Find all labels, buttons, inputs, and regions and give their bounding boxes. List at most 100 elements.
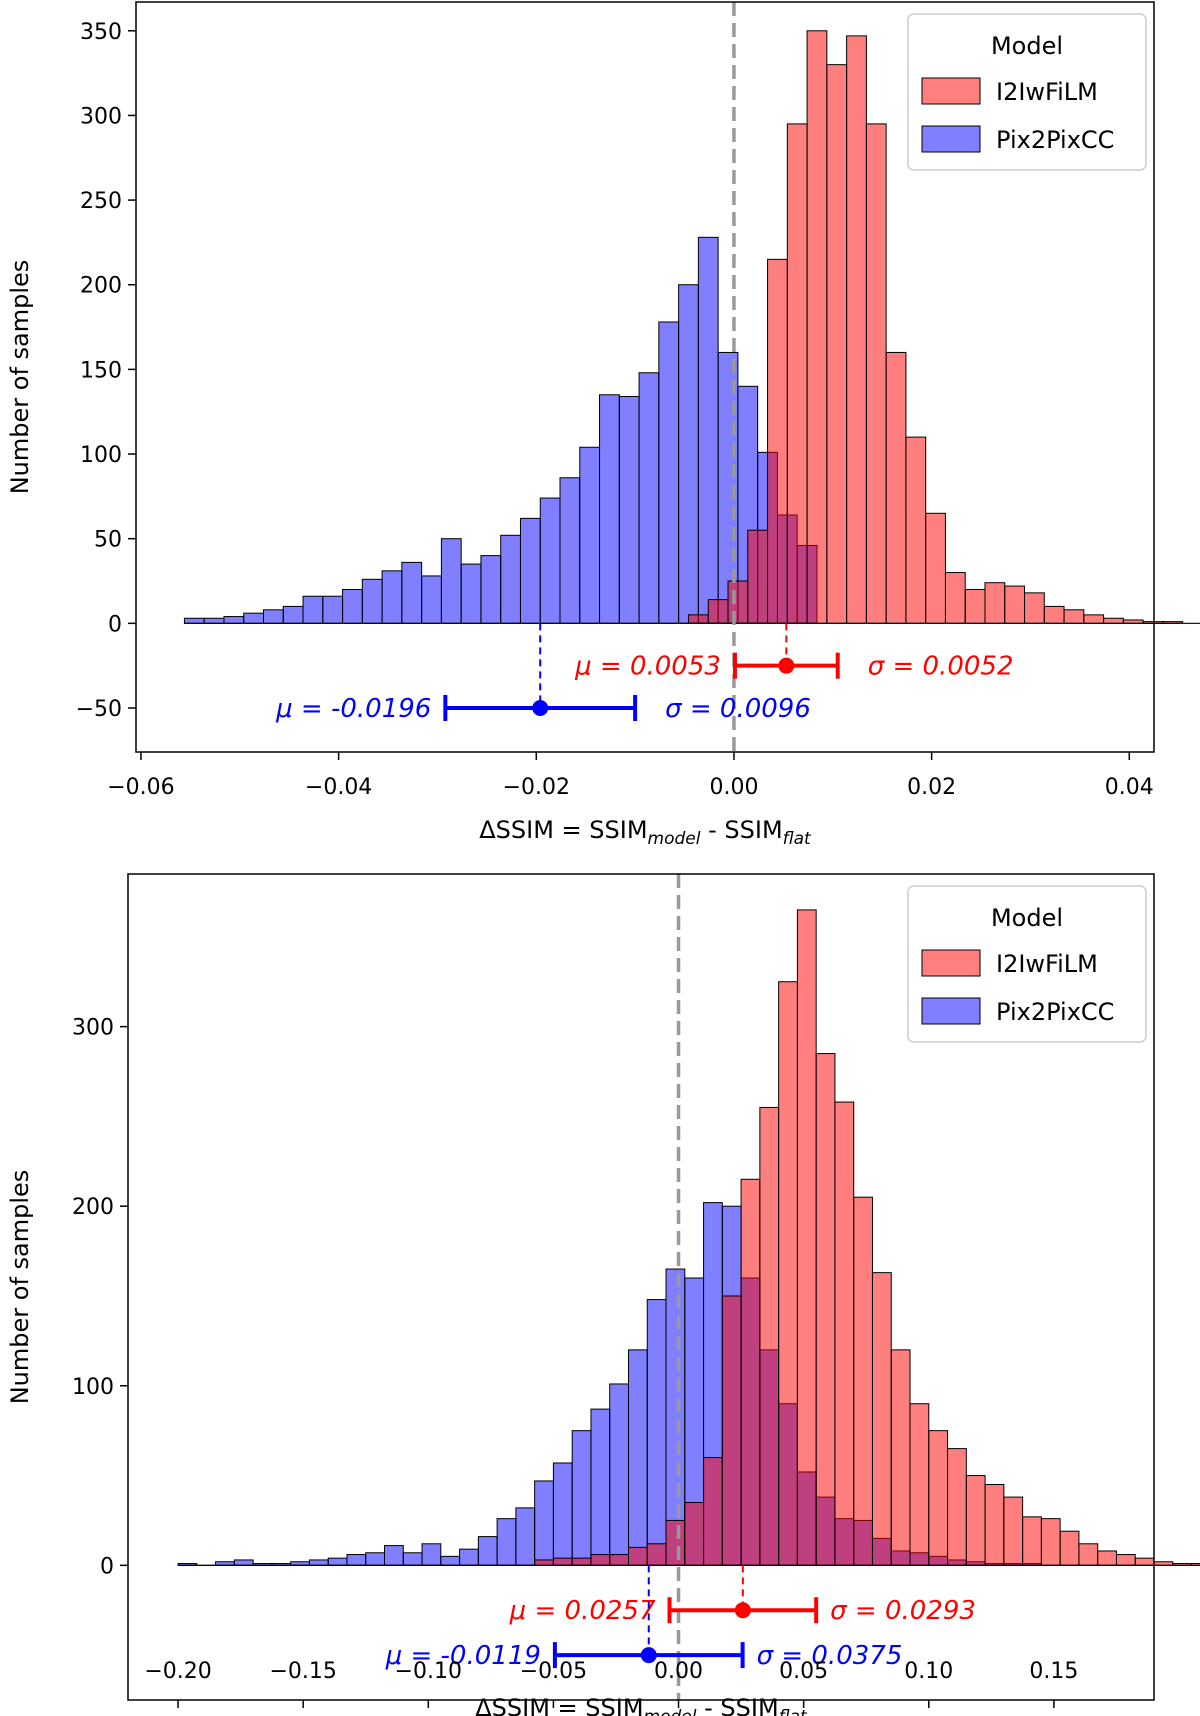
sigma-label: σ = 0.0096 — [665, 694, 811, 724]
histogram-bar — [519, 517, 541, 624]
histogram-bar — [618, 395, 640, 624]
histogram-bar — [571, 1557, 592, 1566]
histogram-bar — [322, 595, 344, 624]
histogram-bar — [721, 1295, 742, 1566]
histogram-bar — [1004, 585, 1026, 624]
histogram-bar — [579, 446, 601, 624]
histogram-bar — [233, 1559, 254, 1566]
y-tick-label: 0 — [108, 612, 122, 637]
histogram-bar — [826, 64, 848, 624]
histogram-bar — [559, 477, 581, 624]
legend: Model I2IwFiLM Pix2PixCC — [907, 885, 1147, 1043]
histogram-bar — [599, 394, 620, 624]
histogram-bar — [759, 1106, 780, 1566]
histogram-bar — [500, 534, 521, 624]
x-tick-label: −0.10 — [395, 1659, 462, 1684]
y-tick-label: 300 — [72, 1016, 114, 1041]
y-tick-label: 350 — [80, 20, 122, 45]
x-tick-label: 0.05 — [779, 1659, 828, 1684]
histogram-bar — [302, 595, 324, 624]
series-i2iwfilm — [687, 30, 1200, 624]
histogram-bar — [865, 123, 887, 624]
stat-annotation-pix2pixcc: μ = -0.0196 σ = 0.0096 — [275, 623, 811, 724]
histogram-bar — [282, 605, 304, 624]
x-tick-label: −0.15 — [269, 1659, 336, 1684]
x-tick-label: −0.05 — [520, 1659, 587, 1684]
histogram-bar — [480, 555, 502, 624]
legend-entry-i2iwfilm: I2IwFiLM — [996, 78, 1098, 106]
mean-point — [640, 1647, 657, 1664]
mu-label: μ = 0.0257 — [509, 1596, 656, 1626]
histogram-bar — [646, 1299, 667, 1566]
histogram-bar — [539, 497, 561, 624]
histogram-bar — [571, 1430, 592, 1566]
x-axis-label-sub1: model — [648, 829, 701, 849]
stat-annotation-pix2pixcc: μ = -0.0119 σ = 0.0375 — [385, 1565, 903, 1671]
mean-point — [778, 657, 795, 674]
histogram-bar — [846, 35, 867, 624]
histogram-bar — [928, 1430, 949, 1566]
series-i2iwfilm — [178, 909, 1200, 1566]
legend-swatch-pix2pixcc — [921, 997, 981, 1025]
histogram-bar — [460, 563, 482, 624]
legend-swatch-i2iwfilm — [921, 949, 981, 977]
histogram-bar — [786, 123, 808, 624]
histogram-bar — [346, 1554, 367, 1566]
x-axis-label-sub2: flat — [783, 829, 812, 849]
sigma-label: σ = 0.0293 — [830, 1596, 976, 1626]
histogram-bar — [687, 614, 709, 624]
mean-point — [734, 1602, 751, 1619]
histogram-bar — [552, 1557, 573, 1566]
histogram-bar — [1083, 614, 1105, 624]
histogram-bar — [909, 1403, 930, 1566]
legend-entry-pix2pixcc: Pix2PixCC — [996, 126, 1114, 154]
plot-frame — [127, 873, 1155, 1701]
x-tick-label: 0.10 — [904, 1659, 953, 1684]
histogram-bar — [590, 1554, 611, 1566]
histogram-bar — [1043, 605, 1065, 624]
histogram-bar — [361, 578, 383, 624]
histogram-bar — [440, 538, 462, 624]
histogram-bar — [665, 1519, 686, 1566]
mu-label: μ = -0.0196 — [275, 694, 431, 724]
x-axis-label-sub1: model — [644, 1707, 697, 1716]
x-tick-label: 0.02 — [907, 775, 956, 800]
histogram-bar — [853, 1196, 873, 1566]
legend-entry-pix2pixcc: Pix2PixCC — [996, 998, 1114, 1026]
histogram-bar — [402, 1552, 423, 1566]
histogram-bar — [1078, 1543, 1099, 1566]
sigma-label: σ = 0.0375 — [757, 1641, 903, 1671]
x-tick-label: −0.02 — [503, 775, 570, 800]
histogram-bar — [1134, 1557, 1155, 1566]
histogram-bar — [262, 609, 284, 624]
histogram-bar — [727, 580, 749, 624]
histogram-bar — [815, 1053, 836, 1566]
y-tick-label: 100 — [72, 1375, 114, 1400]
plot-frame — [135, 1, 1155, 753]
histogram-bar — [401, 561, 423, 624]
x-axis-label-lead: ΔSSIM = SSIM — [475, 1694, 643, 1716]
y-tick-label: 300 — [80, 104, 122, 129]
x-tick-label: −0.20 — [144, 1659, 211, 1684]
histogram-bar — [740, 1178, 761, 1566]
y-tick-label: −50 — [76, 697, 122, 722]
y-axis-label: Number of samples — [6, 1170, 34, 1405]
histogram-bar — [203, 617, 225, 624]
mu-label: μ = 0.0053 — [574, 652, 721, 682]
histogram-bar — [243, 612, 264, 624]
x-tick-label: −0.04 — [305, 775, 372, 800]
histogram-bar — [658, 321, 680, 624]
y-tick-label: 50 — [94, 528, 122, 553]
histogram-bar — [944, 572, 966, 624]
y-tick-label: 200 — [80, 274, 122, 299]
histogram-bar — [646, 1543, 667, 1566]
histogram-bar — [871, 1272, 892, 1566]
histogram-bar — [327, 1557, 348, 1566]
histogram-bar — [496, 1518, 517, 1566]
histogram-bar — [905, 436, 927, 624]
histogram-bar — [796, 909, 817, 1566]
histogram-bar — [1003, 1496, 1024, 1566]
histogram-bar — [552, 1462, 573, 1566]
histogram-bar — [984, 582, 1006, 624]
histogram-bar — [384, 1545, 404, 1566]
